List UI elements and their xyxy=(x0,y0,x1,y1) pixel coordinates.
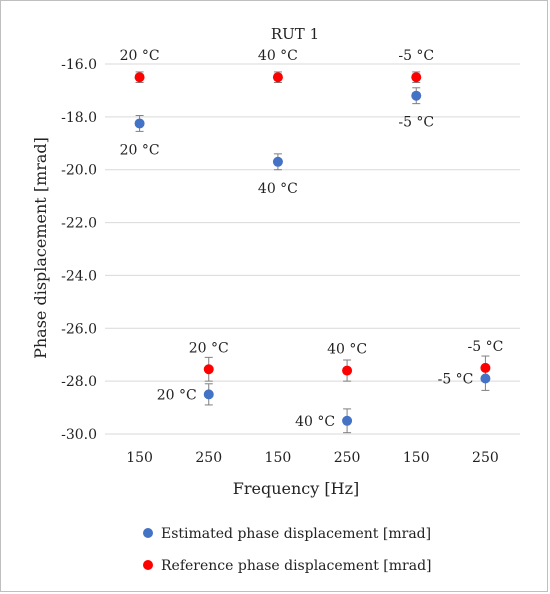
legend: Estimated phase displacement [mrad] Refe… xyxy=(143,526,432,574)
point-reference-5 xyxy=(480,362,491,373)
y-tick-label-5: -26.0 xyxy=(61,321,97,337)
chart-title: RUT 1 xyxy=(271,25,319,43)
point-reference-4 xyxy=(411,72,422,83)
legend-label-estimated: Estimated phase displacement [mrad] xyxy=(161,526,431,542)
point-label-estimated-3: 40 °C xyxy=(295,414,335,430)
point-label-estimated-2: 40 °C xyxy=(258,181,298,197)
legend-label-reference: Reference phase displacement [mrad] xyxy=(161,558,432,574)
y-tick-label-0: -16.0 xyxy=(61,57,97,73)
y-axis-ticks: -16.0 -18.0 -20.0 -22.0 -24.0 -26.0 -28.0 -30.0 xyxy=(61,57,97,443)
y-tick-label-1: -18.0 xyxy=(61,110,97,126)
point-label-reference-5: -5 °C xyxy=(468,339,504,355)
y-tick-label-7: -30.0 xyxy=(61,427,97,443)
point-label-reference-4: -5 °C xyxy=(398,48,434,64)
x-tick-label-5: 250 xyxy=(472,450,499,466)
point-reference-2 xyxy=(272,72,283,83)
data-points xyxy=(134,72,491,426)
point-reference-3 xyxy=(342,365,353,376)
x-axis-title: Frequency [Hz] xyxy=(233,479,360,498)
point-label-reference-3: 40 °C xyxy=(327,342,367,358)
point-estimated-0 xyxy=(134,118,145,129)
point-estimated-1 xyxy=(203,389,214,400)
point-estimated-2 xyxy=(272,156,283,167)
legend-item-reference: Reference phase displacement [mrad] xyxy=(143,558,432,574)
x-axis-ticks: 150 250 150 250 150 250 xyxy=(126,450,499,466)
y-tick-label-2: -20.0 xyxy=(61,163,97,179)
y-axis-title: Phase displacement [mrad] xyxy=(31,137,50,359)
y-tick-label-4: -24.0 xyxy=(61,268,97,284)
point-labels: 20 °C 20 °C 40 °C 40 °C -5 °C -5 °C 20 °C 20 °C… xyxy=(120,48,504,430)
x-tick-label-3: 250 xyxy=(334,450,361,466)
point-label-estimated-0: 20 °C xyxy=(120,142,160,158)
x-tick-label-4: 150 xyxy=(403,450,430,466)
point-label-reference-1: 20 °C xyxy=(189,340,229,356)
point-reference-1 xyxy=(203,364,214,375)
y-tick-label-6: -28.0 xyxy=(61,374,97,390)
point-estimated-4 xyxy=(411,90,422,101)
point-reference-0 xyxy=(134,72,145,83)
point-label-estimated-1: 20 °C xyxy=(157,387,197,403)
point-estimated-3 xyxy=(342,415,353,426)
point-label-reference-0: 20 °C xyxy=(120,48,160,64)
x-tick-label-2: 150 xyxy=(265,450,292,466)
legend-marker-reference xyxy=(143,560,153,570)
x-tick-label-1: 250 xyxy=(195,450,222,466)
point-label-estimated-5: -5 °C xyxy=(438,372,474,388)
legend-marker-estimated xyxy=(143,528,153,538)
point-label-reference-2: 40 °C xyxy=(258,48,298,64)
x-tick-label-0: 150 xyxy=(126,450,153,466)
y-tick-label-3: -22.0 xyxy=(61,216,97,232)
grid-lines xyxy=(105,63,520,435)
point-estimated-5 xyxy=(480,373,491,384)
legend-item-estimated: Estimated phase displacement [mrad] xyxy=(143,526,431,542)
point-label-estimated-4: -5 °C xyxy=(398,115,434,131)
error-bars xyxy=(135,71,490,434)
